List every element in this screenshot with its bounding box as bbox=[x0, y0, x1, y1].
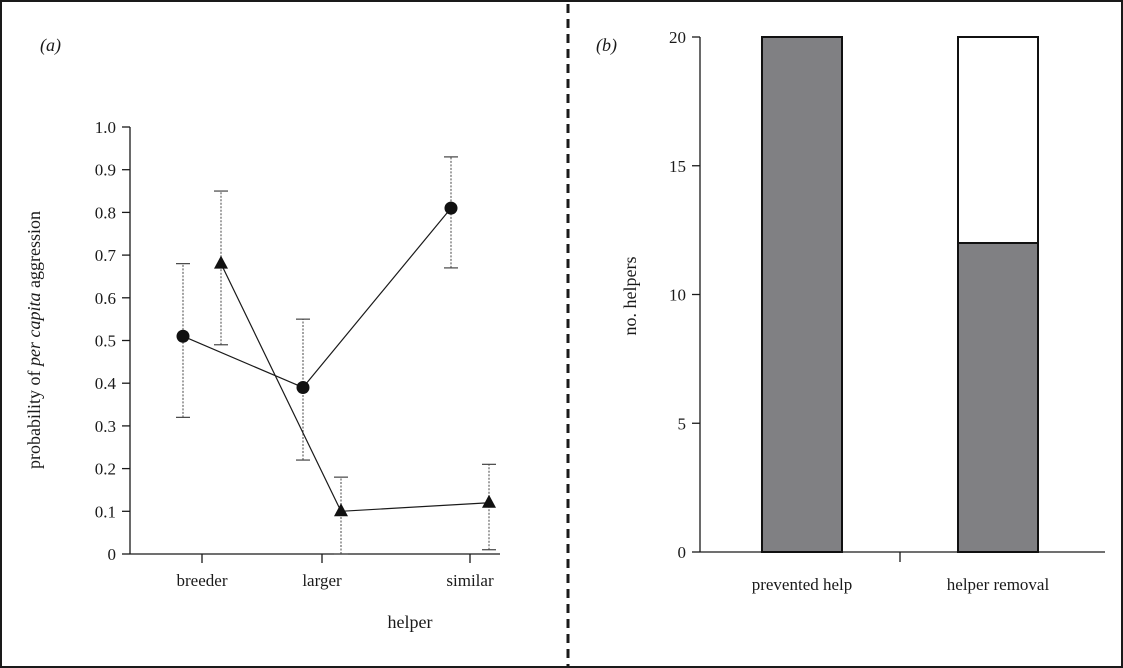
panel-a-plot: 0 0.1 0.2 0.3 0.4 0.5 0.6 0.7 0.8 0.9 1.0 breeder la… bbox=[95, 118, 500, 590]
panel-a-y-tick-label: 0.7 bbox=[95, 246, 117, 265]
panel-a-triangle-marker bbox=[334, 503, 348, 517]
panel-a-y-tick-label: 0.5 bbox=[95, 332, 116, 351]
panel-b-y-tick-label: 20 bbox=[669, 28, 686, 47]
panel-b-ylabel: no. helpers bbox=[620, 257, 640, 336]
panel-a-y-tick-label: 0 bbox=[108, 545, 117, 564]
panel-b-y-tick-label: 5 bbox=[678, 414, 687, 433]
panel-a-ylabel-pre: probability of bbox=[24, 366, 44, 469]
panel-a-circle-marker bbox=[444, 201, 458, 215]
panel-a-triangle-marker bbox=[482, 494, 496, 508]
panel-b-plot: 0 5 10 15 20 prevented help helper removal bbox=[669, 28, 1105, 594]
panel-a-series-line bbox=[182, 207, 452, 389]
panel-a-triangle-marker bbox=[214, 255, 228, 269]
panel-b-bar-segment bbox=[761, 36, 843, 553]
panel-a-circle-marker bbox=[176, 329, 190, 343]
panel-a-y-tick-label: 0.4 bbox=[95, 374, 117, 393]
panel-a-y-tick-label: 0.9 bbox=[95, 161, 116, 180]
panel-a-y-tick-label: 1.0 bbox=[95, 118, 116, 137]
panel-a-ylabel: probability of per capita aggression bbox=[24, 211, 44, 469]
panel-a-y-tick-label: 0.8 bbox=[95, 203, 116, 222]
panel-a-y-tick-label: 0.2 bbox=[95, 460, 116, 479]
panel-a-xlabel: helper bbox=[388, 612, 433, 632]
panel-b-x-tick-label: prevented help bbox=[752, 575, 853, 594]
panel-a-label: (a) bbox=[40, 35, 61, 56]
panel-a-circle-marker bbox=[296, 380, 310, 394]
panel-a-y-tick-label: 0.1 bbox=[95, 502, 116, 521]
panel-b-y-tick-label: 15 bbox=[669, 157, 686, 176]
panel-a-ylabel-italic: per capita bbox=[24, 293, 44, 369]
panel-a-y-tick-label: 0.6 bbox=[95, 289, 116, 308]
panel-a-y-tick-label: 0.3 bbox=[95, 417, 116, 436]
panel-b-x-tick-label: helper removal bbox=[947, 575, 1050, 594]
panel-a-x-tick-label: larger bbox=[302, 571, 342, 590]
panel-b-y-tick-label: 10 bbox=[669, 286, 686, 305]
panel-a-x-tick-label: similar bbox=[446, 571, 494, 590]
panel-a-ylabel-post: aggression bbox=[24, 211, 44, 292]
panel-a-series-line bbox=[220, 263, 490, 512]
panel-b-y-tick-label: 0 bbox=[678, 543, 687, 562]
panel-a-x-tick-label: breeder bbox=[177, 571, 228, 590]
panel-b-label: (b) bbox=[596, 35, 617, 56]
panel-b-bar-segment bbox=[957, 36, 1039, 244]
panel-b-bar-segment bbox=[957, 242, 1039, 553]
